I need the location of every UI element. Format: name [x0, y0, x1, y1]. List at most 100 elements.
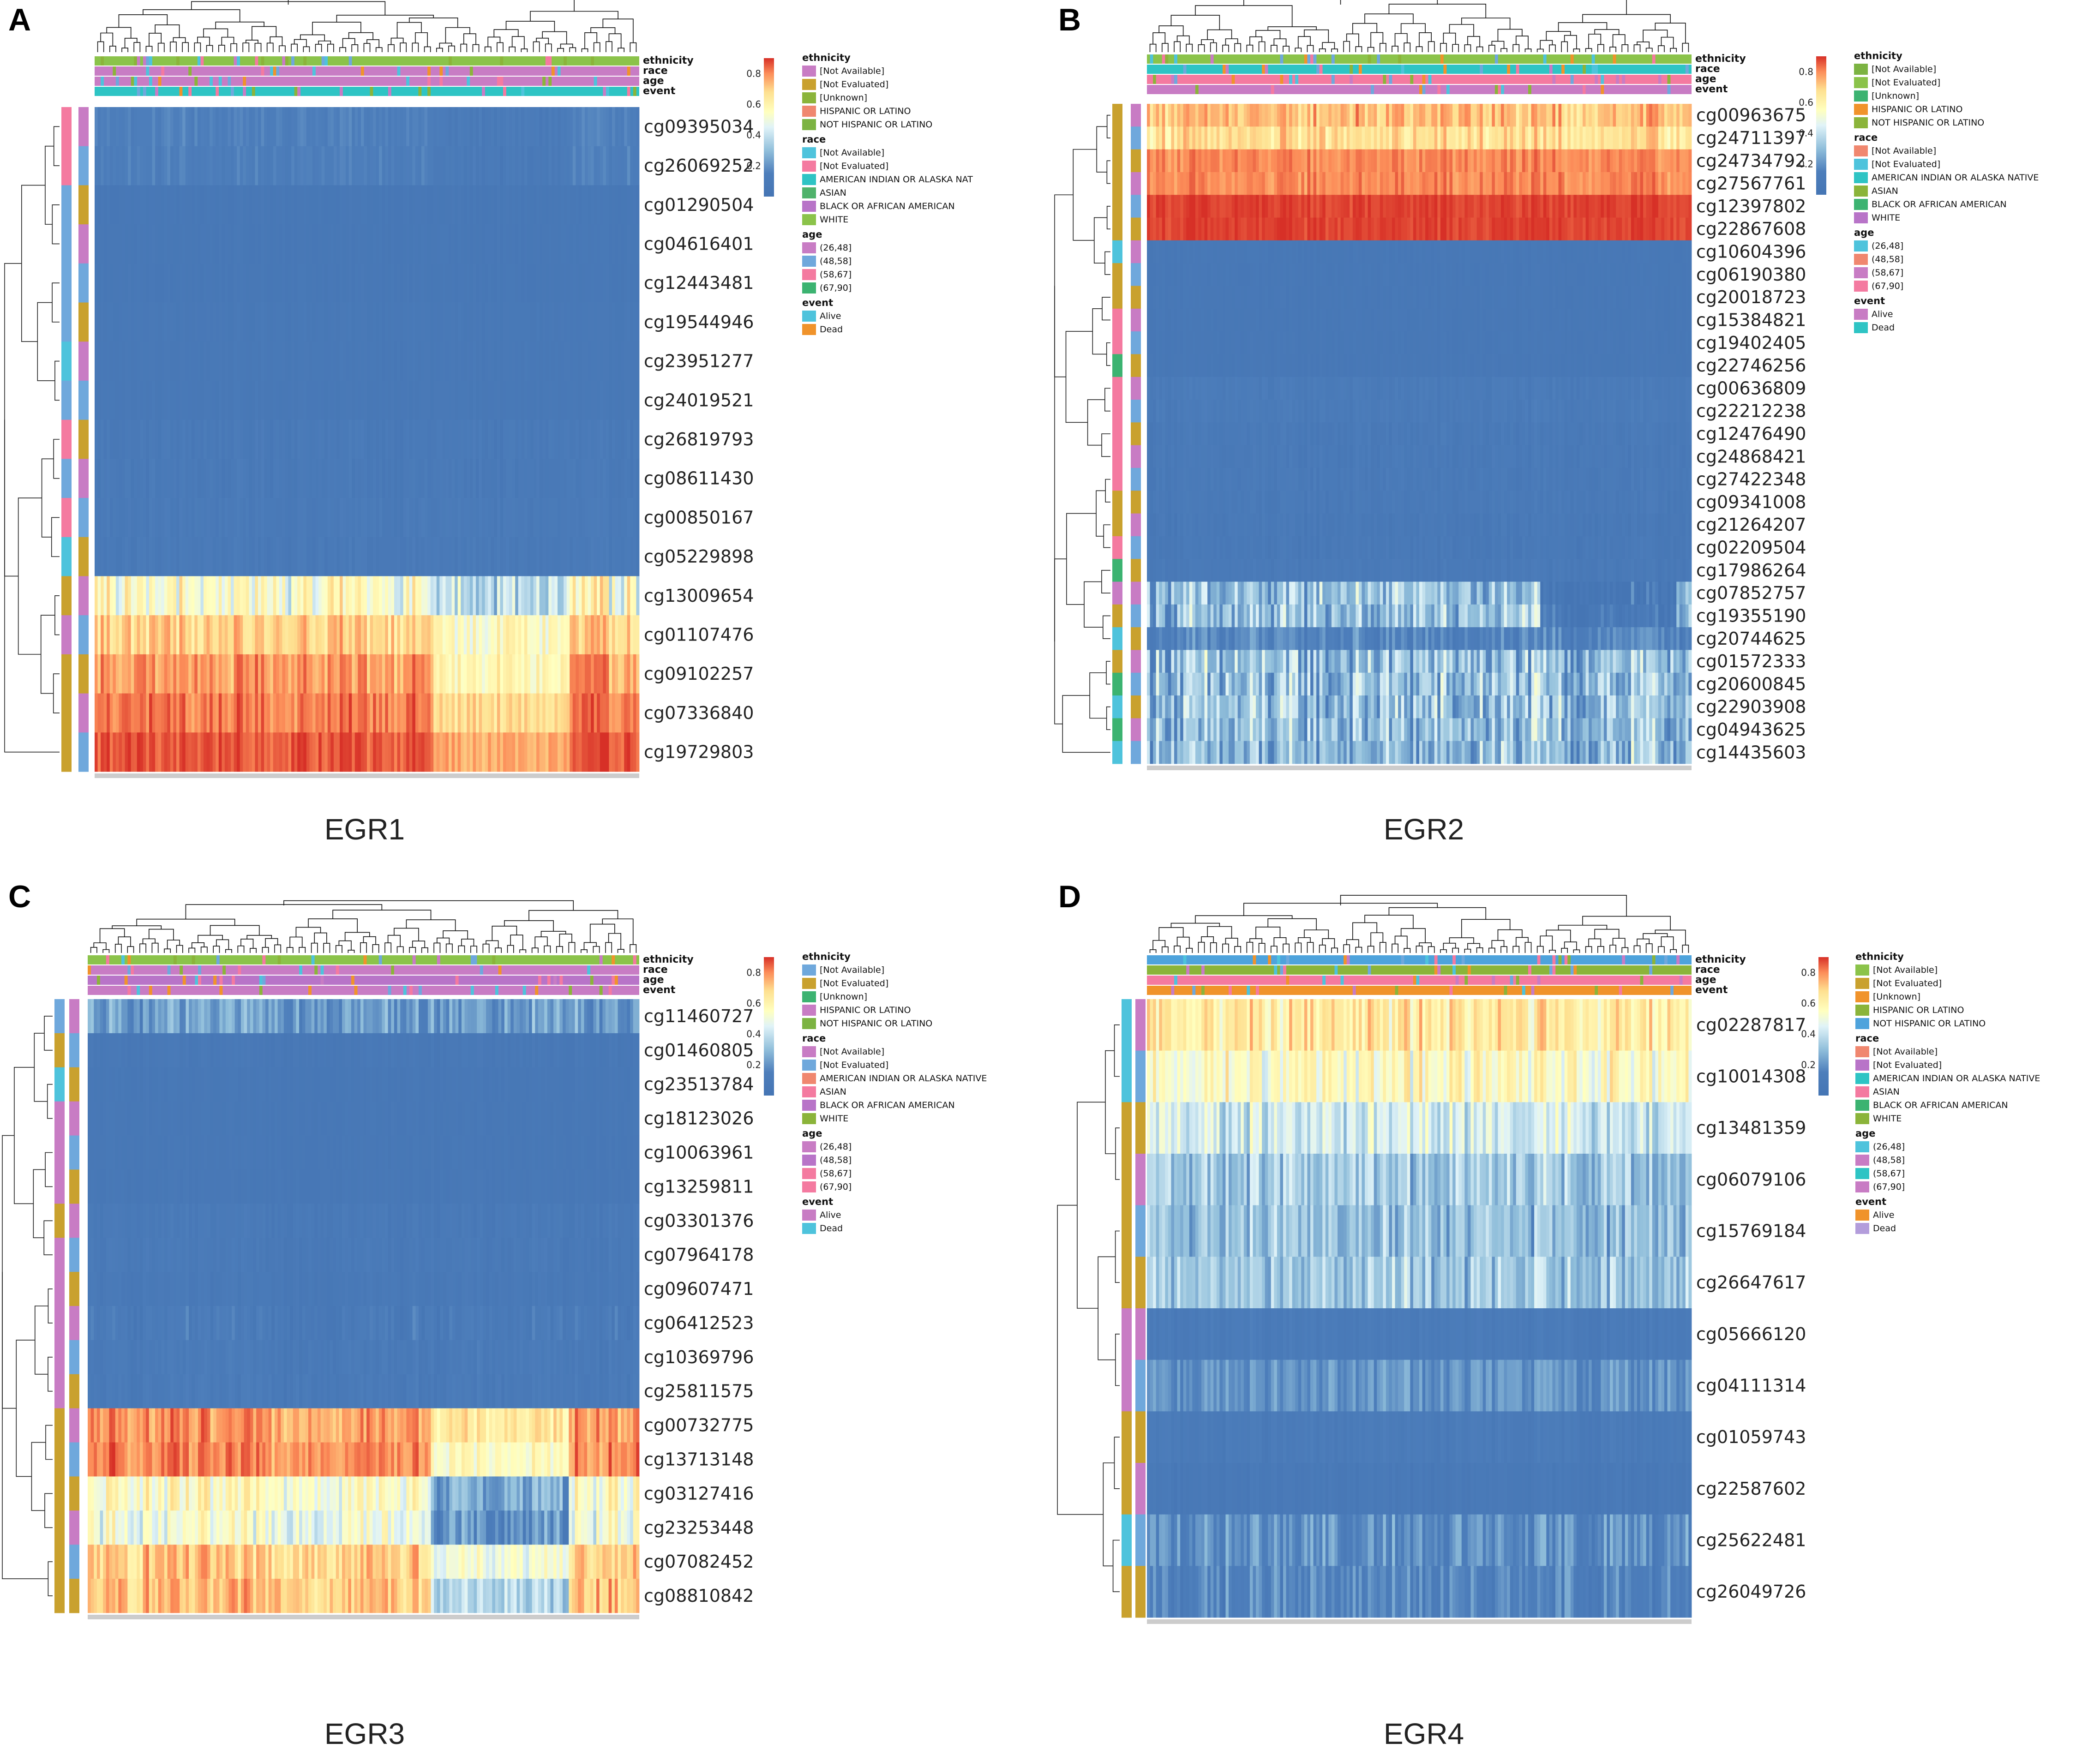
heatmap-cell — [149, 302, 152, 342]
heatmap-cell — [358, 498, 361, 538]
heatmap-cell — [1595, 240, 1598, 264]
heatmap-cell — [1386, 263, 1389, 286]
heatmap-cell — [312, 263, 316, 303]
heatmap-cell — [1183, 195, 1187, 218]
heatmap-cell — [382, 459, 385, 498]
heatmap-cell — [330, 185, 334, 225]
heatmap-cell — [115, 498, 119, 538]
heatmap-cell — [1658, 195, 1662, 218]
heatmap-cell — [424, 419, 428, 459]
heatmap-cell — [146, 185, 150, 225]
heatmap-cell — [1374, 126, 1377, 150]
heatmap-cell — [1446, 263, 1450, 286]
heatmap-cell — [346, 498, 349, 538]
heatmap-cell — [548, 185, 552, 225]
heatmap-cell — [270, 459, 274, 498]
dendrogram-branch — [1243, 0, 1438, 6]
heatmap-cell — [564, 498, 567, 538]
heatmap-cell — [1249, 126, 1253, 150]
heatmap-cell — [461, 263, 464, 303]
heatmap-cell — [288, 341, 292, 381]
heatmap-cell — [536, 185, 540, 225]
heatmap-cell — [303, 459, 307, 498]
heatmap-cell — [391, 537, 395, 576]
heatmap-cell — [182, 615, 186, 655]
heatmap-cell — [131, 498, 134, 538]
heatmap-cell — [1413, 126, 1416, 150]
heatmap-cell — [315, 498, 319, 538]
heatmap-cell — [503, 732, 506, 772]
heatmap-cell — [273, 263, 276, 303]
heatmap-cell — [1352, 263, 1356, 286]
heatmap-cell — [1377, 172, 1380, 195]
heatmap-cell — [258, 615, 261, 655]
heatmap-svg: ethnicityraceageeventcg00963675cg2471139… — [1054, 0, 2039, 770]
heatmap-cell — [1576, 126, 1580, 150]
heatmap-cell — [1331, 104, 1335, 127]
heatmap-cell — [152, 185, 156, 225]
heatmap-cell — [457, 459, 461, 498]
annotation-cell — [591, 56, 594, 66]
annotation-cell — [1613, 54, 1616, 64]
heatmap-cell — [179, 459, 183, 498]
heatmap-cell — [473, 498, 476, 538]
heatmap-cell — [533, 107, 537, 147]
heatmap-cell — [348, 419, 352, 459]
heatmap-cell — [1510, 149, 1513, 173]
heatmap-cell — [240, 615, 243, 655]
heatmap-cell — [1646, 263, 1650, 286]
row-annotation-cell — [61, 341, 72, 381]
heatmap-cell — [258, 576, 261, 616]
heatmap-cell — [1567, 263, 1571, 286]
heatmap-cell — [294, 185, 298, 225]
heatmap-cell — [258, 654, 261, 694]
heatmap-cell — [449, 654, 452, 694]
heatmap-cell — [551, 380, 555, 420]
heatmap-cell — [200, 185, 204, 225]
heatmap-cell — [336, 185, 340, 225]
heatmap-cell — [1386, 240, 1389, 264]
heatmap-cell — [455, 537, 458, 576]
heatmap-cell — [113, 576, 116, 616]
heatmap-cell — [1525, 126, 1529, 150]
dendrogram-branch — [300, 34, 325, 41]
heatmap-cell — [324, 459, 328, 498]
heatmap-cell — [1153, 240, 1157, 264]
heatmap-cell — [191, 615, 195, 655]
heatmap-cell — [185, 537, 189, 576]
heatmap-cell — [342, 537, 346, 576]
row-annotation-cell — [61, 732, 72, 772]
heatmap-cell — [524, 107, 528, 147]
heatmap-cell — [1658, 263, 1662, 286]
heatmap-cell — [476, 576, 479, 616]
heatmap-cell — [294, 341, 298, 381]
heatmap-cell — [364, 302, 367, 342]
heatmap-cell — [512, 380, 516, 420]
heatmap-cell — [261, 537, 264, 576]
heatmap-cell — [578, 224, 582, 264]
heatmap-cell — [294, 224, 298, 264]
heatmap-cell — [449, 498, 452, 538]
heatmap-cell — [270, 419, 274, 459]
heatmap-cell — [479, 537, 482, 576]
heatmap-cell — [364, 732, 367, 772]
dendrogram-branch — [1210, 42, 1217, 52]
heatmap-cell — [406, 654, 410, 694]
row-annotation-cell — [78, 341, 89, 381]
heatmap-cell — [488, 732, 492, 772]
dendrogram-branch — [1440, 43, 1447, 52]
heatmap-cell — [1371, 149, 1374, 173]
heatmap-cell — [1507, 195, 1511, 218]
dendrogram-branch — [1149, 43, 1157, 52]
heatmap-cell — [1213, 104, 1217, 127]
heatmap-cell — [1585, 149, 1589, 173]
heatmap-cell — [1452, 217, 1456, 241]
row-annotation-cell — [78, 459, 89, 498]
heatmap-cell — [1579, 172, 1583, 195]
heatmap-cell — [566, 419, 570, 459]
heatmap-cell — [1383, 126, 1386, 150]
heatmap-cell — [566, 615, 570, 655]
heatmap-cell — [548, 654, 552, 694]
heatmap-cell — [1446, 240, 1450, 264]
heatmap-cell — [1147, 240, 1150, 264]
